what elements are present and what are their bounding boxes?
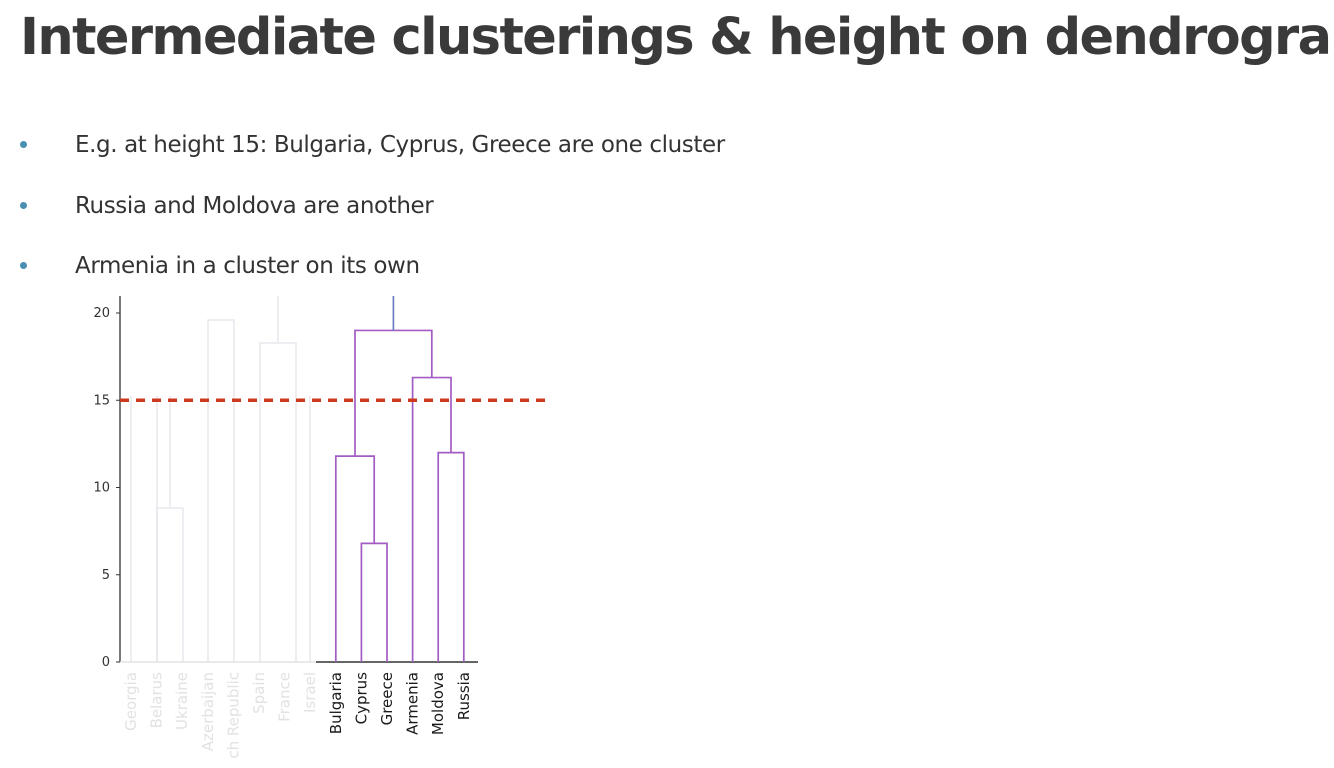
leaf-label: Azerbaijan [199, 672, 217, 751]
leaf-label: Israel [301, 672, 319, 713]
bullet-dot-icon [20, 202, 27, 209]
bullet-text: Russia and Moldova are another [75, 193, 434, 219]
faded-dendrogram-link [207, 319, 235, 662]
bullet-text: E.g. at height 15: Bulgaria, Cyprus, Gre… [75, 132, 725, 158]
cluster-link [354, 329, 433, 457]
cluster-link [437, 451, 465, 662]
cluster-link [360, 542, 388, 662]
leaf-label: Armenia [404, 672, 422, 735]
y-tick-label: 0 [102, 655, 110, 670]
faded-dendrogram-link [259, 342, 297, 662]
leaf-label: Spain [250, 672, 268, 714]
faded-dendrogram-link [156, 396, 184, 662]
leaf-label: Belarus [148, 672, 166, 729]
bullet-dot-icon [20, 141, 27, 148]
cluster-link [334, 455, 376, 662]
leaf-label: Greece [378, 672, 396, 725]
leaf-label: France [276, 672, 294, 722]
bullet-text: Armenia in a cluster on its own [75, 253, 420, 279]
y-tick-label: 10 [93, 481, 110, 496]
leaf-label: Ukraine [173, 672, 191, 730]
y-tick-label: 5 [102, 568, 110, 583]
leaf-label: Russia [455, 672, 473, 720]
leaf-label: Bulgaria [327, 672, 345, 734]
leaf-label: ch Republic [224, 672, 242, 759]
slide-title: Intermediate clusterings & height on den… [20, 8, 1334, 67]
leaf-label: Cyprus [352, 672, 370, 725]
bullet-dot-icon [20, 262, 27, 269]
y-tick-label: 15 [93, 393, 110, 408]
leaf-label: Moldova [429, 672, 447, 735]
y-tick-label: 20 [93, 306, 110, 321]
leaf-label: Georgia [122, 672, 140, 731]
cluster-link [411, 376, 452, 662]
